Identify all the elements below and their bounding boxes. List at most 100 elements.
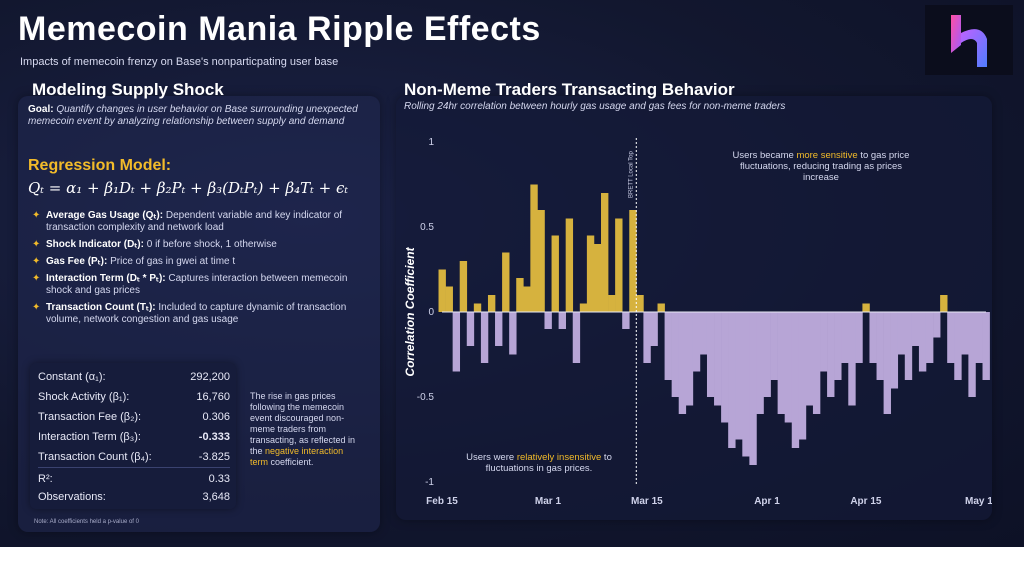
y-tick-label: 1 bbox=[428, 137, 434, 148]
chart-bar bbox=[918, 312, 927, 372]
table-value: 3,648 bbox=[202, 491, 230, 503]
chart-bar bbox=[558, 312, 566, 329]
note-highlight: negative interaction term bbox=[250, 446, 344, 467]
variable-term: Transaction Count (Tₜ): bbox=[46, 302, 156, 313]
chart-bar bbox=[820, 312, 828, 372]
table-label: Observations: bbox=[38, 491, 106, 503]
chart-bar bbox=[699, 312, 708, 355]
chart-bar bbox=[516, 278, 524, 312]
table-label: Shock Activity (β₁): bbox=[38, 391, 130, 403]
annotation-insensitive-text: Users were relatively insensitive to flu… bbox=[444, 452, 634, 474]
chart-bar bbox=[523, 286, 531, 312]
star-bullet-icon: ✦ bbox=[32, 256, 41, 267]
chart-bar bbox=[586, 235, 595, 312]
chart-bar bbox=[572, 312, 581, 363]
chart-bar bbox=[862, 303, 870, 312]
chart-bar bbox=[940, 295, 948, 312]
chart-bar bbox=[982, 312, 990, 380]
list-item: ✦ Average Gas Usage (Qₜ): Dependent varia… bbox=[32, 210, 372, 234]
chart-bar bbox=[438, 269, 446, 312]
slide: Memecoin Mania Ripple Effects Impacts of… bbox=[0, 0, 1024, 547]
chart-bar bbox=[509, 312, 517, 355]
chart-bar bbox=[615, 218, 623, 312]
annotation-span: Users were bbox=[466, 452, 517, 463]
annotation-span: to gas price fluctuations, reducing trad… bbox=[739, 150, 910, 183]
chart-bar bbox=[798, 312, 807, 440]
note-text: The rise in gas prices following the mem… bbox=[250, 391, 356, 456]
variable-term: Gas Fee (Pₜ): bbox=[46, 256, 108, 267]
chart-bar bbox=[728, 312, 736, 448]
brand-logo bbox=[925, 5, 1013, 75]
chart-bar bbox=[714, 312, 722, 406]
event-marker-label: BRETT Local Top bbox=[628, 151, 634, 198]
variable-desc: Dependent variable and key indicator of … bbox=[46, 210, 343, 233]
y-tick-label: -1 bbox=[425, 477, 434, 488]
chart-bar bbox=[452, 312, 461, 372]
table-label: Transaction Count (β₄): bbox=[38, 451, 152, 463]
chart-bar bbox=[692, 312, 701, 372]
chart-bar bbox=[947, 312, 955, 363]
variable-desc: Included to capture dynamic of transacti… bbox=[46, 302, 347, 325]
star-bullet-icon: ✦ bbox=[32, 302, 41, 313]
x-tick-label: Mar 1 bbox=[535, 496, 562, 507]
chart-bar bbox=[890, 312, 899, 389]
table-value: -0.333 bbox=[198, 431, 230, 443]
page-subtitle: Impacts of memecoin frenzy on Base's non… bbox=[20, 56, 339, 68]
table-value: 292,200 bbox=[190, 371, 230, 383]
annotation-insensitive: Users were relatively insensitive to flu… bbox=[444, 452, 634, 474]
chart-bar bbox=[883, 312, 891, 414]
x-tick-label: Mar 15 bbox=[631, 496, 663, 507]
annotation-sensitive: Users became more sensitive to gas price… bbox=[726, 150, 916, 183]
chart-bar bbox=[685, 312, 694, 406]
list-item: ✦ Shock Indicator (Dₜ): 0 if before shock… bbox=[32, 239, 372, 251]
chart-bar bbox=[495, 312, 503, 346]
chart-bar bbox=[593, 244, 602, 312]
table-value: -3.825 bbox=[198, 451, 230, 463]
chart-bar bbox=[827, 312, 835, 397]
star-bullet-icon: ✦ bbox=[32, 210, 41, 221]
regression-equation: Qₜ = α₁ + β₁Dₜ + β₂Pₜ + β₃(DₜPₜ) + β₄Tₜ … bbox=[28, 179, 349, 197]
chart-bar bbox=[579, 303, 588, 312]
chart-bar bbox=[975, 312, 983, 363]
variable-term: Shock Indicator (Dₜ): bbox=[46, 239, 144, 250]
chart-bar bbox=[834, 312, 842, 380]
chart-bar bbox=[530, 184, 538, 312]
chart-bar bbox=[911, 312, 920, 346]
x-tick-label: Apr 1 bbox=[754, 496, 780, 507]
annotation-span: Users became bbox=[732, 150, 797, 161]
chart-bar bbox=[650, 312, 658, 346]
x-tick-label: Apr 15 bbox=[850, 496, 882, 507]
coefficient-table: Constant (α₁): 292,200 Shock Activity (β₁… bbox=[30, 363, 236, 509]
chart-bar bbox=[954, 312, 962, 380]
chart-bar bbox=[876, 312, 884, 380]
chart-bar bbox=[968, 312, 976, 397]
chart-bar bbox=[466, 312, 475, 346]
y-tick-label: 0 bbox=[428, 307, 434, 318]
chart-bar bbox=[636, 295, 644, 312]
chart-bar bbox=[601, 193, 609, 312]
annotation-span: more sensitive bbox=[796, 150, 858, 161]
table-label: Interaction Term (β₃): bbox=[38, 431, 141, 443]
star-bullet-icon: ✦ bbox=[32, 273, 41, 284]
chart-bar bbox=[841, 312, 849, 363]
chart-bar bbox=[904, 312, 913, 380]
annotation-span: to fluctuations in gas prices. bbox=[485, 452, 612, 474]
y-tick-label: -0.5 bbox=[417, 392, 435, 403]
chart-bar bbox=[925, 312, 934, 363]
chart-bar bbox=[459, 261, 468, 312]
logo-icon bbox=[951, 15, 987, 67]
chart-bar bbox=[742, 312, 750, 457]
chart-bar bbox=[502, 252, 510, 312]
chart-bar bbox=[678, 312, 687, 414]
chart-bar bbox=[721, 312, 729, 423]
table-value: 16,760 bbox=[196, 391, 230, 403]
variable-term: Interaction Term (Dₜ * Pₜ): bbox=[46, 273, 166, 284]
chart-bar bbox=[805, 312, 814, 406]
chart-bar bbox=[643, 312, 651, 363]
annotation-sensitive-text: Users became more sensitive to gas price… bbox=[726, 150, 916, 183]
correlation-chart: 1 0.5 0 -0.5 -1 Feb 15 Mar 1 Mar 15 Apr 1 Apr 15 M… bbox=[403, 137, 992, 507]
chart-bar bbox=[622, 312, 630, 329]
chart-bar bbox=[848, 312, 856, 406]
goal-label: Goal: bbox=[28, 104, 54, 115]
chart-bar bbox=[480, 312, 489, 363]
